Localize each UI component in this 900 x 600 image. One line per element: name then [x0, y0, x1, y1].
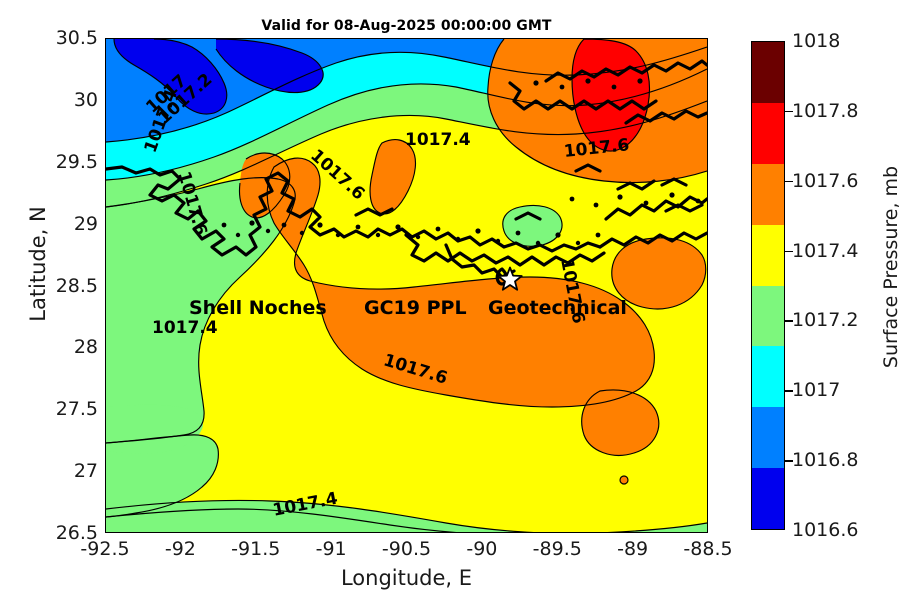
colorbar-band	[752, 285, 784, 347]
colorbar-axis-label: Surface Pressure, mb	[880, 165, 900, 369]
colorbar-band	[752, 163, 784, 225]
y-tick-label: 29.5	[55, 150, 98, 173]
y-tick-label: 27	[73, 460, 98, 483]
x-tick-label: -89	[617, 538, 649, 560]
y-tick-label: 30.5	[55, 27, 98, 49]
colorbar-tick-mark	[785, 250, 793, 253]
site-label: Geotechnical	[488, 297, 627, 319]
x-tick-label: -90.5	[381, 538, 432, 560]
x-tick-label: -92.5	[80, 538, 130, 560]
colorbar-tick-label: 1017.2	[792, 309, 859, 332]
colorbar-band	[752, 102, 784, 164]
colorbar-band	[752, 42, 784, 103]
x-axis-ticks: -92.5 -92 -91.5 -91 -90.5 -90 -89.5 -89 -88.5	[80, 538, 732, 564]
x-tick-label: -92	[164, 538, 196, 560]
contour-label: 1017.4	[152, 318, 218, 338]
page-title: Valid for 08-Aug-2025 00:00:00 GMT	[261, 18, 552, 34]
y-tick-label: 28	[73, 336, 98, 359]
colorbar-tick-label: 1017.8	[792, 99, 859, 122]
colorbar-tick-mark	[785, 110, 793, 113]
colorbar-tick-label: 1017.6	[792, 169, 859, 192]
site-label: Shell Noches	[189, 297, 327, 319]
y-tick-label: 26.5	[55, 522, 98, 544]
colorbar-tick-mark	[785, 390, 793, 392]
x-tick-label: -91.5	[231, 538, 281, 560]
colorbar-tick-mark	[785, 320, 793, 323]
y-tick-label: 29	[73, 212, 98, 235]
colorbar-tick-label: 1017	[792, 379, 841, 402]
x-tick-label: -90	[466, 538, 498, 560]
y-axis-ticks: 30.5 30 29.5 29 28.5 28 27.5 27 26.5	[30, 27, 98, 544]
y-tick-label: 30	[73, 88, 98, 111]
y-tick-label: 27.5	[55, 398, 98, 421]
y-tick-label: 28.5	[55, 274, 98, 297]
colorbar[interactable]	[751, 41, 785, 530]
colorbar-tick-label: 1017.4	[792, 239, 859, 262]
y-axis-label: Latitude, N	[26, 206, 50, 322]
colorbar-tick-mark	[785, 180, 793, 183]
x-tick-label: -91	[315, 538, 347, 560]
colorbar-tick-label: 1016.8	[792, 449, 859, 472]
contour-label: 1017.4	[405, 130, 471, 150]
colorbar-tick-labels: 1018 1017.8 1017.6 1017.4 1017.2 1017 1016.8 10…	[792, 30, 896, 541]
x-tick-label: -89.5	[532, 538, 582, 560]
map-plot-area[interactable]: 1017 1017.2 1017.4 1017.6 1017.6 1017.4 1017.6…	[105, 38, 708, 533]
colorbar-band	[752, 407, 784, 469]
colorbar-band	[752, 468, 784, 529]
colorbar-band	[752, 224, 784, 286]
colorbar-tick-label: 1016.6	[792, 519, 859, 541]
x-axis-label: Longitude, E	[340, 566, 473, 590]
x-tick-label: -88.5	[683, 538, 733, 560]
colorbar-tick-label: 1018	[792, 30, 841, 52]
contour-field	[106, 39, 707, 532]
colorbar-band	[752, 346, 784, 408]
site-label: GC19 PPL	[364, 297, 467, 319]
colorbar-tick-mark	[785, 460, 793, 462]
star-marker[interactable]	[497, 266, 523, 292]
